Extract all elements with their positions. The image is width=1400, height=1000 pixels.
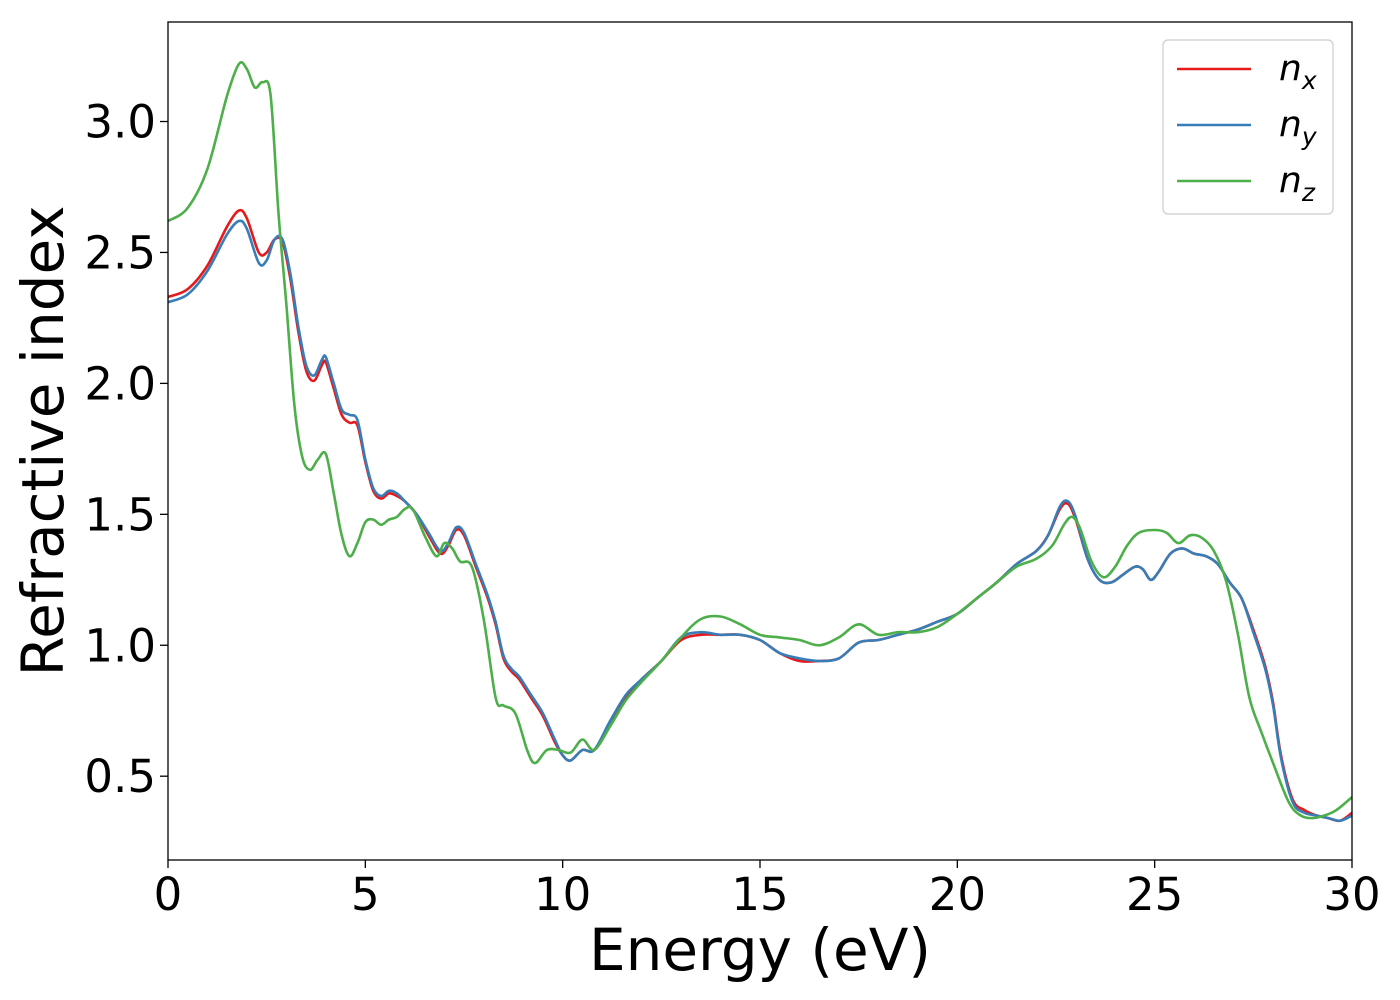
y-axis: 0.5 1.0 1.5 2.0 2.5 3.0 xyxy=(84,96,168,803)
x-axis-title: Energy (eV) xyxy=(589,916,931,984)
legend: nx ny nz xyxy=(1162,39,1334,215)
y-axis-title: Refractive index xyxy=(9,205,77,676)
series-line-ny xyxy=(168,219,1352,823)
x-tick-label: 30 xyxy=(1323,868,1380,921)
legend-label-nz: nz xyxy=(1279,160,1316,207)
series-layer xyxy=(168,61,1352,823)
y-tick-label: 1.5 xyxy=(84,488,156,541)
x-tick-label: 0 xyxy=(154,868,183,921)
y-tick-label: 2.5 xyxy=(84,226,156,279)
y-tick-label: 2.0 xyxy=(84,357,156,410)
y-tick-label: 1.0 xyxy=(84,619,156,672)
x-tick-label: 10 xyxy=(534,868,591,921)
legend-box xyxy=(1162,39,1334,215)
y-tick-label: 3.0 xyxy=(84,96,156,149)
series-line-nz xyxy=(168,61,1352,820)
legend-label-ny: ny xyxy=(1279,104,1318,151)
x-tick-label: 15 xyxy=(731,868,788,921)
legend-label-nx: nx xyxy=(1279,48,1317,95)
x-tick-label: 5 xyxy=(351,868,380,921)
y-tick-label: 0.5 xyxy=(84,750,156,803)
x-tick-label: 25 xyxy=(1126,868,1183,921)
x-tick-label: 20 xyxy=(929,868,986,921)
x-axis: 0 5 10 15 20 25 30 xyxy=(154,860,1381,921)
series-line-nx xyxy=(168,208,1352,823)
